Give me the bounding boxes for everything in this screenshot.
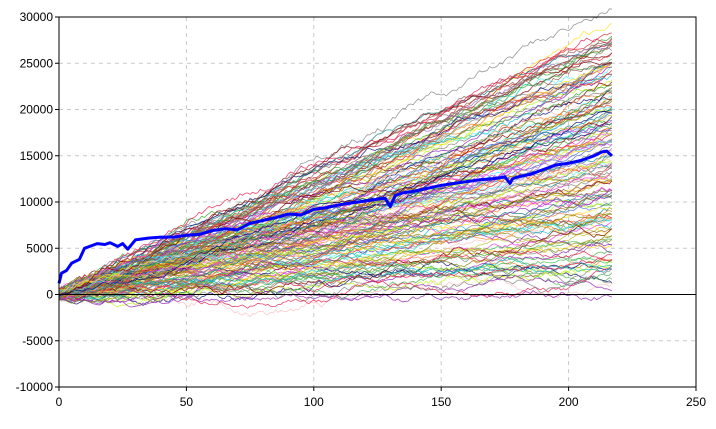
y-tick-label: 5000 (26, 241, 53, 255)
simulation-line (58, 212, 612, 297)
simulation-line (58, 194, 613, 301)
simulation-line (58, 44, 612, 294)
simulation-line (58, 37, 613, 290)
simulation-line (58, 206, 612, 291)
y-tick-label: 15000 (20, 149, 54, 163)
simulation-line (58, 139, 613, 302)
simulation-line (58, 250, 613, 300)
axis-layer: 0 50 100 150 200 250 30000 25000 20000 15000 10000… (16, 10, 707, 409)
y-tick-label: 0 (46, 288, 53, 302)
simulation-line (58, 257, 613, 297)
y-tick-label: 10000 (20, 195, 54, 209)
simulation-line (58, 101, 612, 298)
simulation-line (58, 61, 613, 300)
simulation-line (58, 116, 613, 297)
simulation-line (58, 139, 613, 293)
x-tick-label: 0 (56, 395, 63, 409)
simulation-line (58, 257, 613, 309)
x-tick-label: 150 (431, 395, 451, 409)
y-tick-label: 20000 (20, 103, 54, 117)
simulation-line (58, 253, 613, 295)
simulation-line (58, 189, 612, 292)
highlight-layer (57, 149, 613, 284)
simulation-line (58, 100, 613, 299)
simulation-line (58, 212, 613, 304)
simulation-line (58, 95, 613, 299)
series-layer (58, 8, 613, 318)
x-tick-label: 100 (304, 395, 324, 409)
y-tick-label: 25000 (20, 56, 54, 70)
simulation-line (58, 275, 613, 318)
simulation-line (58, 141, 612, 300)
simulation-line (58, 259, 613, 298)
simulation-line (58, 171, 613, 297)
simulation-line (58, 62, 613, 292)
simulation-line (58, 132, 613, 295)
simulation-line (58, 106, 613, 299)
simulation-line (58, 160, 613, 294)
simulation-line (58, 225, 613, 300)
x-tick-label: 250 (686, 395, 706, 409)
simulation-line (58, 253, 613, 296)
simulation-line (58, 127, 613, 296)
simulation-line (58, 249, 612, 292)
simulation-line (58, 275, 613, 302)
simulation-line (58, 189, 612, 308)
y-tick-label: -5000 (22, 334, 53, 348)
x-tick-label: 200 (559, 395, 579, 409)
x-tick-label: 50 (180, 395, 194, 409)
highlight-equity-line (57, 149, 613, 284)
y-tick-label: 30000 (20, 10, 54, 24)
simulation-line (58, 186, 613, 295)
simulation-line (58, 110, 613, 298)
simulation-line (58, 90, 613, 300)
y-tick-label: -10000 (16, 380, 54, 394)
